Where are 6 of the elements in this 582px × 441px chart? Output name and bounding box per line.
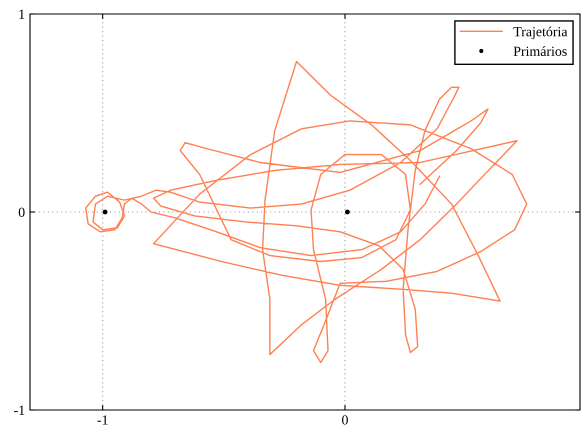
y-tick-label: 0 bbox=[18, 208, 25, 217]
y-tick-label: -1 bbox=[14, 406, 24, 415]
legend-label: Trajetória bbox=[513, 26, 568, 40]
line-series bbox=[85, 60, 528, 364]
legend-label: Primários bbox=[514, 46, 567, 56]
y-tick-label: 1 bbox=[19, 10, 24, 19]
